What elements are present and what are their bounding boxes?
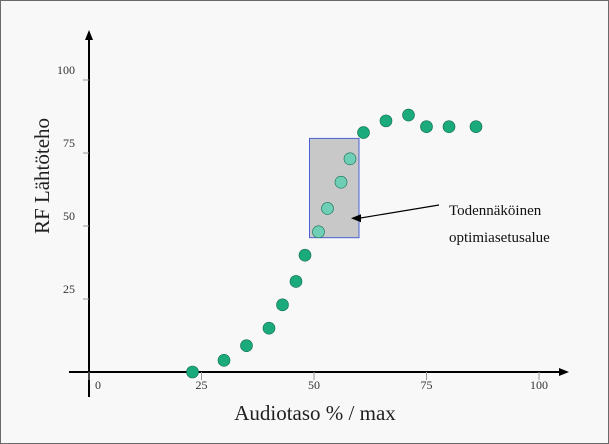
data-point xyxy=(262,321,276,335)
x-axis-arrowhead xyxy=(559,368,569,376)
data-point xyxy=(469,120,483,134)
data-point xyxy=(442,120,456,134)
data-point xyxy=(334,175,348,189)
data-point xyxy=(420,120,433,134)
y-tick-label: 50 xyxy=(63,209,75,223)
y-axis-title: RF Lähtöteho xyxy=(30,118,54,234)
x-tick-label: 0 xyxy=(95,378,101,392)
data-point xyxy=(276,298,289,312)
annotation-arrow xyxy=(358,204,440,219)
y-axis-arrowhead xyxy=(85,30,93,40)
data-point xyxy=(379,114,393,128)
axes xyxy=(69,30,569,397)
data-point xyxy=(217,354,231,367)
x-axis-title: Audiotaso % / max xyxy=(234,401,396,425)
x-tick-label: 25 xyxy=(196,378,208,392)
data-point xyxy=(402,108,415,122)
x-tick-label: 75 xyxy=(421,378,433,392)
data-point xyxy=(289,275,303,288)
annotation-arrowhead xyxy=(351,214,361,223)
data-point xyxy=(298,248,312,262)
y-tick-label: 75 xyxy=(63,136,75,150)
data-point xyxy=(240,339,253,353)
data-point xyxy=(312,225,325,239)
annotation-line-1: Todennäköinen xyxy=(449,203,542,219)
x-tick-label: 50 xyxy=(308,378,320,392)
data-point xyxy=(357,126,370,139)
data-point xyxy=(343,152,357,166)
annotation-line-2: optimiasetusalue xyxy=(449,230,550,246)
tick-labels: 0 25 50 75 100 25 50 75 100 xyxy=(57,63,548,392)
data-points xyxy=(186,108,483,379)
y-tick-label: 100 xyxy=(57,63,75,77)
data-point xyxy=(321,202,334,215)
y-tick-label: 25 xyxy=(63,282,75,296)
x-tick-label: 100 xyxy=(530,378,548,392)
data-point xyxy=(186,365,199,379)
